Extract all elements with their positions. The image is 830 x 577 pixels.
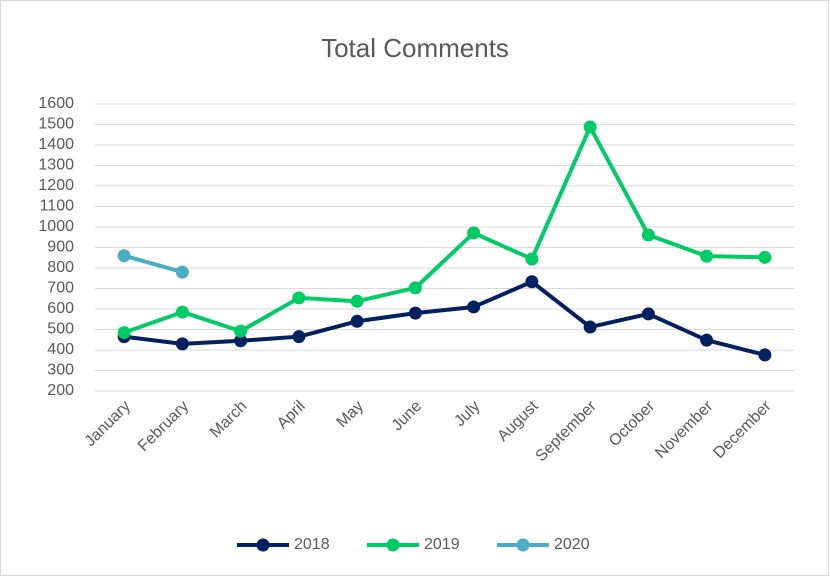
data-point — [234, 334, 248, 348]
y-tick-label: 400 — [47, 341, 74, 358]
legend-marker — [256, 538, 270, 552]
data-point — [758, 250, 772, 264]
y-tick-label: 800 — [47, 259, 74, 276]
data-point — [525, 275, 539, 289]
data-point — [700, 249, 714, 263]
y-tick-label: 1200 — [38, 177, 74, 194]
data-point — [175, 305, 189, 319]
data-point — [467, 300, 481, 314]
y-tick-label: 1500 — [38, 116, 74, 133]
y-tick-label: 1300 — [38, 157, 74, 174]
y-tick-label: 700 — [47, 280, 74, 297]
data-point — [583, 320, 597, 334]
data-point — [583, 120, 597, 134]
data-point — [700, 333, 714, 347]
data-point — [641, 307, 655, 321]
legend-marker — [386, 538, 400, 552]
data-point — [292, 330, 306, 344]
y-tick-label: 1000 — [38, 218, 74, 235]
data-point — [525, 252, 539, 266]
data-point — [408, 281, 422, 295]
y-tick-label: 600 — [47, 300, 74, 317]
data-point — [350, 314, 364, 328]
series-line — [123, 124, 765, 335]
y-tick-label: 200 — [47, 382, 74, 399]
y-tick-label: 300 — [47, 362, 74, 379]
data-point — [117, 326, 131, 340]
data-point — [175, 337, 189, 351]
data-point — [408, 306, 422, 320]
data-point — [350, 294, 364, 308]
legend-label: 2019 — [424, 536, 460, 553]
data-point — [641, 228, 655, 242]
legend-marker — [516, 538, 530, 552]
data-point — [117, 249, 131, 263]
y-tick-label: 500 — [47, 321, 74, 338]
data-point — [758, 348, 772, 362]
data-point — [234, 324, 248, 338]
legend-label: 2020 — [554, 536, 590, 553]
data-point — [467, 226, 481, 240]
chart-title: Total Comments — [321, 33, 509, 63]
y-tick-label: 1400 — [38, 136, 74, 153]
y-tick-label: 1100 — [40, 198, 75, 215]
legend-label: 2018 — [294, 536, 330, 553]
y-tick-label: 900 — [47, 239, 74, 256]
data-point — [175, 265, 189, 279]
y-tick-label: 1600 — [38, 95, 74, 112]
series-line — [123, 253, 183, 275]
series-line — [123, 279, 766, 357]
data-point — [292, 291, 306, 305]
